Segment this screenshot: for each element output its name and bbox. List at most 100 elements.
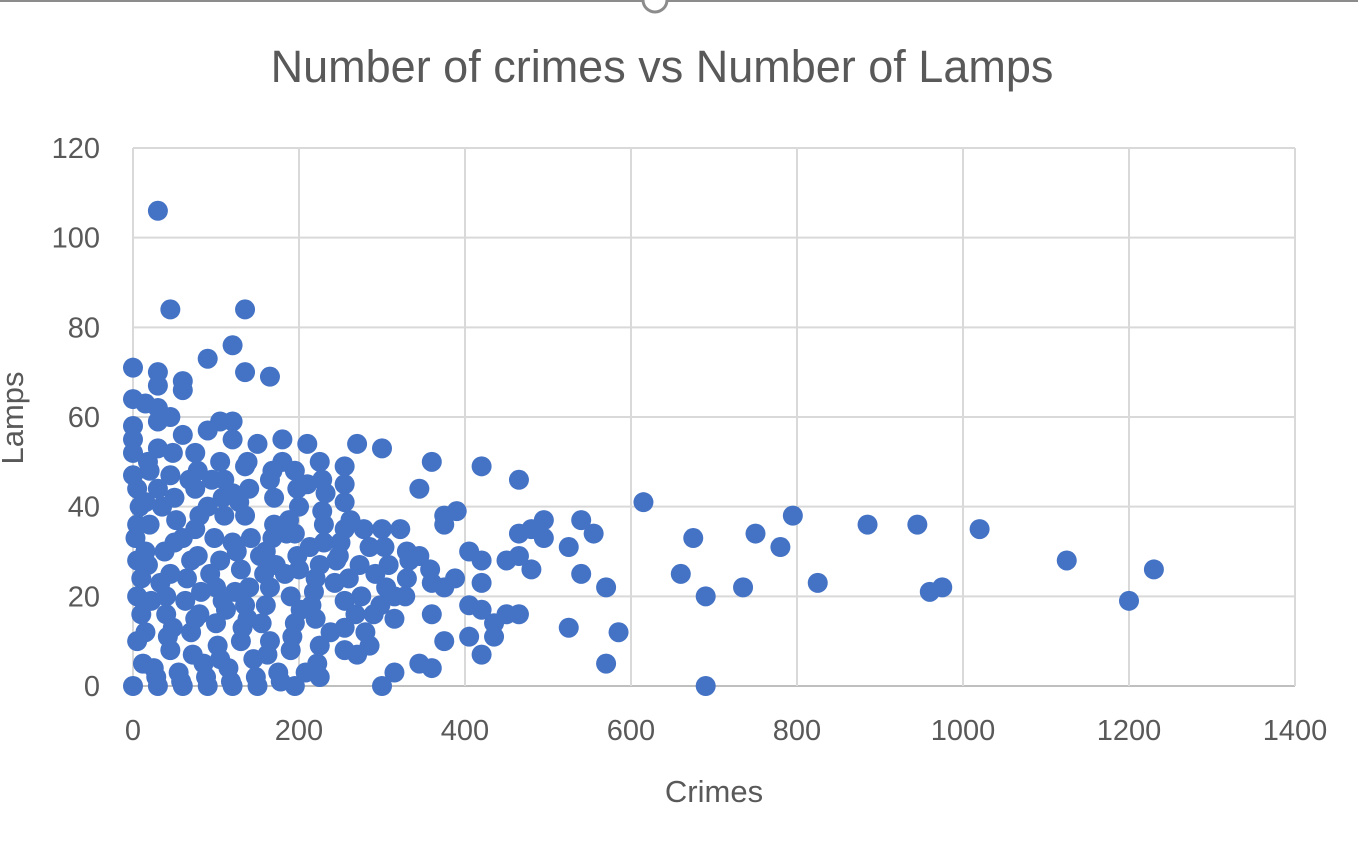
data-point [214,469,235,490]
data-point [237,608,258,629]
data-point [262,460,283,481]
x-tick-label: 1400 [1263,715,1328,747]
data-point [125,528,146,549]
data-point [162,442,183,463]
data-point [919,581,940,602]
data-point [220,671,241,692]
data-point [745,523,766,544]
y-tick-label: 120 [52,133,100,165]
data-point [349,554,370,575]
data-point [459,626,480,647]
data-point [334,590,355,611]
data-point [508,604,529,625]
data-point [207,635,228,656]
data-point [583,523,604,544]
data-point [1143,559,1164,580]
data-point [396,568,417,589]
data-point [240,528,261,549]
data-point [129,496,150,517]
y-axis-ticks: 0 20 40 60 80 100 120 [52,133,100,703]
data-point [305,608,326,629]
data-point [204,528,225,549]
data-point [230,559,251,580]
data-point [272,429,293,450]
data-point [969,519,990,540]
data-point [312,469,333,490]
data-point [355,622,376,643]
data-point [471,599,492,620]
data-point [166,510,187,531]
data-point [445,568,466,589]
chart-title: Number of crimes vs Number of Lamps [271,41,1054,92]
data-point [807,572,828,593]
data-point [282,626,303,647]
y-tick-label: 0 [84,671,100,703]
x-tick-label: 200 [275,715,323,747]
data-point [222,411,243,432]
data-point [521,559,542,580]
data-point [372,438,392,459]
data-point [287,478,308,499]
y-tick-label: 60 [68,402,100,434]
y-tick-label: 40 [68,492,100,524]
data-point [384,608,405,629]
data-point [372,519,392,540]
data-point [359,537,380,558]
data-point [374,537,395,558]
data-point [347,433,368,454]
data-point [270,671,291,692]
data-point [147,200,168,221]
data-point [571,563,592,584]
data-point [172,424,193,445]
data-point [857,514,878,535]
data-point [596,653,617,674]
data-point [334,492,355,513]
data-point [235,362,256,383]
data-point [608,622,629,643]
data-point [197,420,218,441]
data-point [222,429,243,450]
data-point [187,460,208,481]
data-point [139,514,160,535]
data-point [409,478,430,499]
x-tick-label: 800 [773,715,821,747]
data-point [225,581,246,602]
data-point [295,662,316,683]
data-point [1056,550,1077,571]
data-point [351,586,372,607]
data-point [484,626,505,647]
data-point [187,545,208,566]
data-point [1119,590,1139,611]
data-point [160,465,181,486]
data-point [123,357,143,378]
data-point [471,572,492,593]
data-point [471,644,492,665]
data-point [127,478,148,499]
data-point [533,528,554,549]
data-point [162,617,183,638]
data-point [390,519,411,540]
data-point [172,380,193,401]
data-point [347,644,368,665]
resize-handle[interactable] [641,0,669,14]
data-point [235,299,256,320]
data-point [189,604,210,625]
data-point [175,590,196,611]
data-point [196,667,217,688]
data-point [558,537,579,558]
data-point [123,676,143,696]
data-point [299,537,320,558]
x-tick-label: 1000 [931,715,996,747]
data-point [596,577,617,598]
data-point [633,492,654,513]
data-point [297,433,318,454]
x-tick-label: 400 [441,715,489,747]
data-point [264,487,285,508]
data-point [185,442,206,463]
y-tick-label: 100 [52,223,100,255]
data-point [222,335,243,356]
data-point [249,545,270,566]
data-point [399,550,420,571]
data-point [150,572,171,593]
